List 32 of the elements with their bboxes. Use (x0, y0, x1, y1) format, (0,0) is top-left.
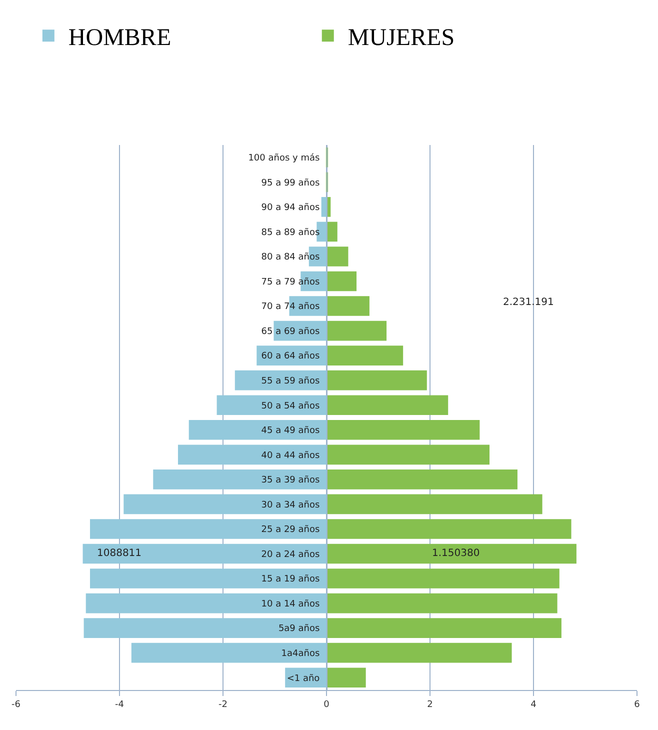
y-tick-label: 100 años y más (248, 152, 320, 164)
x-tick-label: -2 (218, 700, 228, 710)
x-tick-label: 0 (324, 700, 330, 710)
y-tick-label: 65 a 69 años (261, 326, 320, 337)
annotation: 2.231.191 (503, 297, 554, 308)
y-tick-label: 95 a 99 años (261, 178, 320, 188)
y-tick-label: 80 a 84 años (261, 252, 320, 263)
y-tick-label: 55 a 59 años (261, 376, 320, 386)
y-tick-label: 25 a 29 años (261, 525, 320, 536)
y-tick-label: 60 a 64 años (261, 352, 320, 362)
y-tick-label: 10 a 14 años (261, 599, 320, 610)
y-tick-label: 45 a 49 años (261, 426, 320, 436)
y-tick-label: 5a9 años (278, 624, 320, 634)
y-tick-label: <1 año (286, 674, 320, 684)
x-tick-label: -6 (12, 700, 21, 710)
y-tick-label: 30 a 34 años (261, 500, 320, 510)
y-tick-label: 90 a 94 años (261, 203, 320, 214)
legend-label: HOMBRE (68, 24, 172, 51)
y-tick-label: 15 a 19 años (261, 574, 320, 585)
annotation: 1088811 (97, 548, 142, 559)
x-tick-label: -4 (115, 700, 124, 710)
y-tick-label: 50 a 54 años (261, 401, 320, 412)
x-tick-label: 6 (634, 700, 640, 710)
y-tick-label: 85 a 89 años (261, 228, 320, 238)
y-tick-label: 20 a 24 años (261, 550, 320, 560)
y-tick-label: 35 a 39 años (261, 476, 320, 486)
legend-label: MUJERES (348, 24, 455, 51)
y-tick-label: 1a4años (281, 648, 320, 659)
x-tick-label: 2 (427, 700, 433, 710)
annotation: 1.150380 (432, 548, 480, 559)
y-tick-label: 40 a 44 años (261, 450, 320, 461)
x-tick-label: 4 (530, 700, 537, 710)
